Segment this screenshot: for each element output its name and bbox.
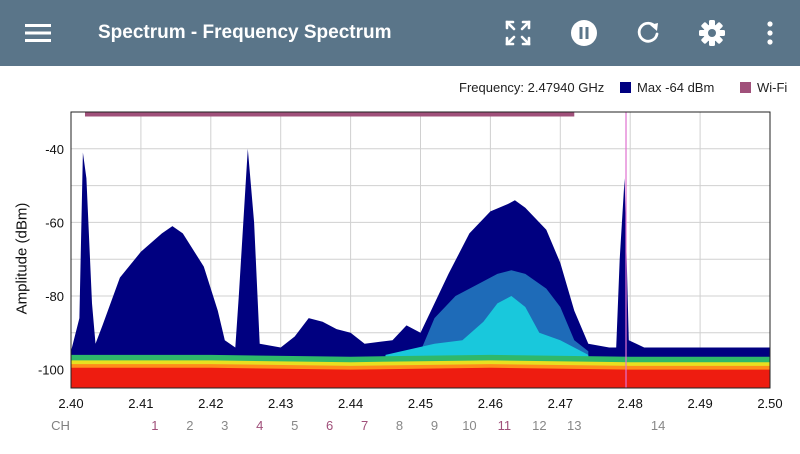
x-tick-label: 2.46 [478, 396, 503, 411]
wifi-band-bar [84, 112, 575, 117]
max-legend: Max -64 dBm [620, 80, 714, 95]
channel-label: 1 [151, 418, 158, 433]
page-title: Spectrum - Frequency Spectrum [98, 22, 392, 43]
fullscreen-button[interactable] [498, 13, 538, 53]
max-trace [71, 148, 770, 388]
channel-label: 2 [186, 418, 193, 433]
x-tick-label: 2.50 [757, 396, 782, 411]
channel-label: 5 [291, 418, 298, 433]
settings-button[interactable] [692, 13, 732, 53]
channel-label: 10 [462, 418, 476, 433]
channel-label: CH [51, 418, 70, 433]
refresh-icon [637, 21, 659, 43]
y-tick-label: -40 [45, 142, 64, 157]
spectrum-chart[interactable]: -40 -60 -80 -100 2.40 2.41 2.42 2.43 2.44 2.45 2.4… [0, 100, 800, 454]
wifi-legend[interactable]: Wi-Fi [740, 80, 787, 95]
settings-icon [699, 20, 725, 46]
density-layer [71, 367, 770, 388]
x-tick-label: 2.48 [618, 396, 643, 411]
wifi-legend-label: Wi-Fi [757, 80, 788, 95]
pause-button[interactable] [564, 13, 604, 53]
channel-label: 13 [567, 418, 581, 433]
max-legend-label: Max -64 dBm [637, 80, 715, 95]
more-options-button[interactable] [750, 13, 790, 53]
x-tick-label: 2.40 [58, 396, 83, 411]
fullscreen-icon [505, 20, 531, 46]
pause-icon [571, 20, 597, 46]
x-tick-label: 2.47 [548, 396, 573, 411]
plot-frame [70, 111, 771, 389]
y-tick-label: -80 [45, 289, 64, 304]
channel-label: 6 [326, 418, 333, 433]
x-tick-label: 2.44 [338, 396, 363, 411]
x-tick-label: 2.43 [268, 396, 293, 411]
x-tick-label: 2.41 [128, 396, 153, 411]
channel-label: 3 [221, 418, 228, 433]
frequency-readout: Frequency: 2.47940 GHz [459, 80, 605, 95]
y-tick-label: -60 [45, 215, 64, 230]
refresh-button[interactable] [628, 13, 668, 53]
menu-icon [25, 24, 51, 42]
channel-label: 9 [431, 418, 438, 433]
x-tick-label: 2.45 [408, 396, 433, 411]
x-tick-label: 2.49 [687, 396, 712, 411]
channel-label: 12 [532, 418, 546, 433]
channel-label: 4 [256, 418, 263, 433]
max-legend-swatch [620, 82, 631, 93]
channel-label: 7 [361, 418, 368, 433]
channel-label: 11 [498, 418, 512, 433]
channel-label: 8 [396, 418, 403, 433]
x-tick-label: 2.42 [198, 396, 223, 411]
wifi-legend-swatch [740, 82, 751, 93]
menu-button[interactable] [18, 13, 58, 53]
app-bar: Spectrum - Frequency Spectrum [0, 0, 800, 66]
more-vert-icon [767, 21, 773, 45]
y-tick-label: -100 [38, 363, 64, 378]
channel-label: 14 [651, 418, 665, 433]
